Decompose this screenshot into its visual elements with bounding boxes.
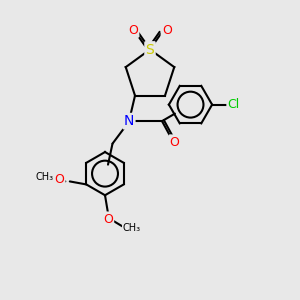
Text: O: O	[162, 23, 172, 37]
Text: CH₃: CH₃	[123, 223, 141, 233]
Text: CH₃: CH₃	[36, 172, 54, 182]
Text: S: S	[146, 43, 154, 56]
Text: N: N	[124, 114, 134, 128]
Text: Cl: Cl	[228, 98, 240, 111]
Text: O: O	[54, 173, 64, 186]
Text: O: O	[128, 23, 138, 37]
Text: O: O	[103, 213, 113, 226]
Text: O: O	[170, 136, 179, 148]
